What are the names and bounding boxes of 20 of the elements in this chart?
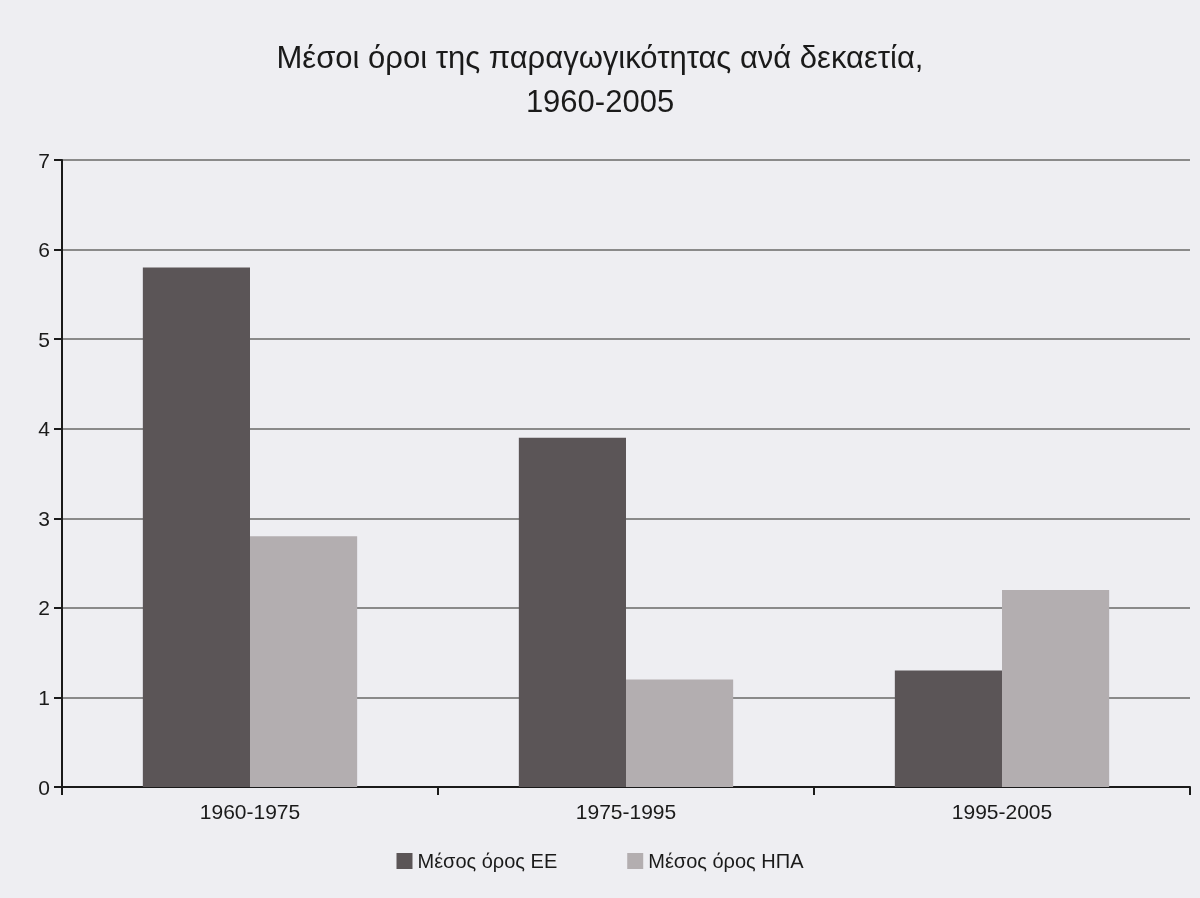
legend-label: Μέσος όρος ΗΠΑ <box>648 850 805 872</box>
bar <box>518 437 626 787</box>
y-tick-label: 5 <box>38 327 50 351</box>
chart-title: Μέσοι όροι της παραγωγικότητας ανά δεκαετία, 1960-2005 <box>276 39 924 119</box>
bar <box>250 536 358 787</box>
y-tick-label: 7 <box>38 148 50 172</box>
x-tick-label: 1960-1975 <box>199 800 301 823</box>
y-tick-label: 3 <box>38 506 50 530</box>
bar <box>142 267 250 787</box>
bar <box>1002 589 1110 787</box>
legend-label: Μέσος όρος ΕΕ <box>417 850 558 872</box>
y-tick-label: 2 <box>38 596 50 620</box>
y-tick-label: 6 <box>38 238 50 262</box>
x-tick-label: 1995-2005 <box>951 800 1053 823</box>
bar <box>894 670 1002 787</box>
y-tick-label: 4 <box>38 417 51 441</box>
y-tick-label: 1 <box>38 685 50 709</box>
x-tick-label: 1975-1995 <box>575 800 677 823</box>
y-tick-label: 0 <box>38 775 50 799</box>
bar <box>626 679 734 787</box>
